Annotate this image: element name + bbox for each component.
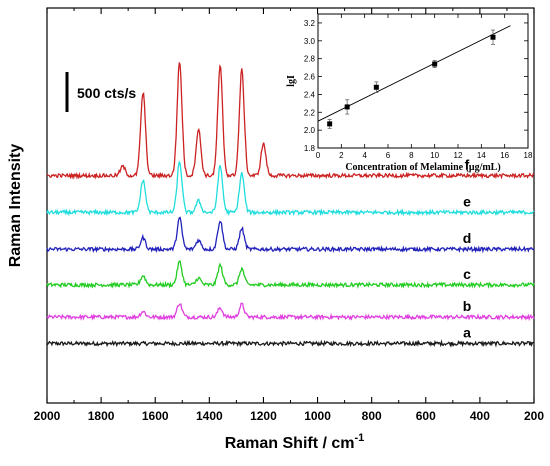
inset-x-tick-label: 4 [362, 151, 367, 160]
scale-bar-label: 500 cts/s [77, 85, 136, 101]
series-f-label: f [465, 157, 470, 173]
inset-y-axis-title: lgI [286, 75, 297, 87]
inset-x-tick-label: 18 [524, 151, 533, 160]
series-a-label: a [463, 325, 471, 341]
series-c-line [46, 260, 535, 290]
y-axis-title: Raman Intensity [7, 144, 24, 268]
inset-x-axis-title: Concentration of Melamine (μg/mL) [345, 162, 500, 173]
inset-x-tick-label: 12 [454, 151, 463, 160]
series-b-label: b [463, 298, 472, 314]
inset-x-tick-label: 0 [316, 151, 321, 160]
x-tick-label: 1000 [304, 409, 331, 423]
inset-y-tick-label: 3.2 [304, 19, 316, 28]
x-tick-label: 1800 [88, 409, 115, 423]
inset-data-point [432, 61, 438, 67]
inset-y-tick-label: 3.0 [304, 37, 316, 46]
x-tick-label: 600 [416, 409, 436, 423]
inset-x-tick-label: 2 [339, 151, 344, 160]
inset-x-tick-label: 10 [430, 151, 439, 160]
inset-data-point [344, 104, 350, 110]
inset-data-point [327, 121, 333, 127]
inset-plot: 0 2 4 6 8 10 12 14 16 18 1.8 2.0 2.2 2.4 2.6 2.8 3.0 3.2 C… [286, 13, 533, 173]
inset-fit-line [317, 25, 511, 122]
series-e-label: e [463, 193, 471, 209]
x-tick-label: 2000 [34, 409, 61, 423]
series-d-label: d [463, 230, 472, 246]
inset-x-tick-label: 14 [477, 151, 486, 160]
series-c-label: c [463, 266, 471, 282]
x-tick-label: 1200 [250, 409, 277, 423]
inset-frame [317, 13, 529, 149]
main-plot: 2000 1800 1600 1400 1200 1000 800 600 400 200 Rama… [7, 7, 544, 452]
x-tick-label: 400 [470, 409, 490, 423]
inset-data-point [490, 34, 496, 40]
inset-x-tick-label: 8 [409, 151, 414, 160]
inset-y-tick-label: 1.8 [304, 144, 316, 153]
x-axis-title: Raman Shift / cm-1 [225, 432, 365, 452]
series-e-line [46, 160, 535, 217]
inset-x-tick-label: 6 [386, 151, 391, 160]
x-tick-label: 1600 [142, 409, 169, 423]
x-tick-label: 1400 [196, 409, 223, 423]
series-b-line [46, 302, 535, 322]
inset-y-tick-label: 2.6 [304, 73, 316, 82]
inset-y-tick-label: 2.0 [304, 126, 316, 135]
inset-y-tick-label: 2.4 [304, 90, 316, 99]
inset-y-tick-label: 2.2 [304, 108, 316, 117]
x-tick-label: 200 [524, 409, 544, 423]
inset-y-tick-label: 2.8 [304, 55, 316, 64]
series-a-line [46, 339, 535, 348]
series-f-line [46, 62, 535, 180]
series-d-line [46, 216, 535, 254]
inset-x-tick-label: 16 [500, 151, 509, 160]
inset-data-point [373, 84, 379, 90]
x-tick-label: 800 [362, 409, 382, 423]
